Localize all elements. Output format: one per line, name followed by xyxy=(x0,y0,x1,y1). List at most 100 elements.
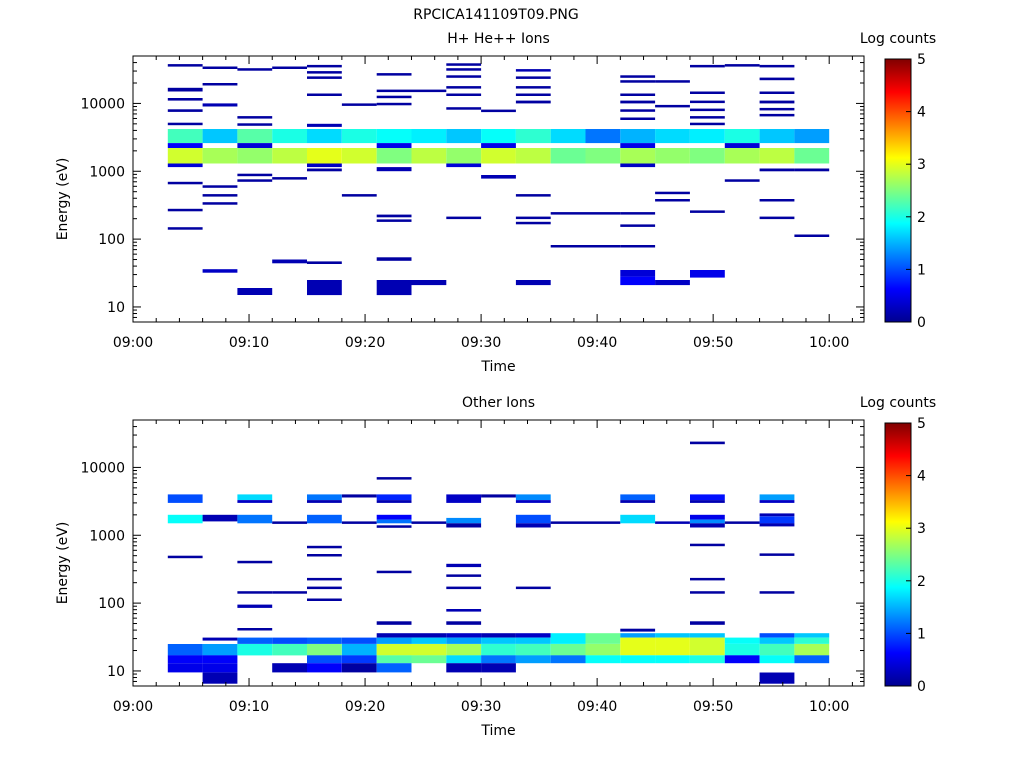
heatmap-cell xyxy=(307,129,342,144)
heatmap-cell xyxy=(307,644,342,656)
heatmap-cell xyxy=(690,543,725,547)
heatmap-cell xyxy=(341,521,377,524)
heatmap-cell xyxy=(515,221,551,225)
heatmap-cell xyxy=(759,637,795,644)
heatmap-cell xyxy=(446,163,482,168)
heatmap-cell xyxy=(202,637,238,641)
heatmap-cell xyxy=(515,100,551,104)
heatmap-cell xyxy=(515,633,551,638)
heatmap-cell xyxy=(515,655,551,664)
heatmap-cell xyxy=(620,129,656,144)
heatmap-cell xyxy=(724,521,760,524)
heatmap-cell xyxy=(202,269,238,273)
heatmap-cell xyxy=(376,148,412,164)
heatmap-cell xyxy=(620,628,656,632)
heatmap-cell xyxy=(167,143,203,148)
heatmap-cell xyxy=(550,245,586,248)
heatmap-cell xyxy=(585,521,621,524)
heatmap-cell xyxy=(620,109,656,112)
heatmap-cell xyxy=(515,523,551,528)
heatmap-cell xyxy=(272,66,307,69)
heatmap-cell xyxy=(759,91,795,94)
colorbar xyxy=(884,58,912,323)
heatmap-cell xyxy=(202,672,238,684)
heatmap-cells xyxy=(167,63,830,296)
x-tick-label: 09:00 xyxy=(113,699,153,715)
heatmap-cell xyxy=(237,591,273,594)
heatmap-cell xyxy=(307,93,342,96)
heatmap-cell xyxy=(307,71,342,74)
heatmap-cell xyxy=(272,521,307,524)
heatmap-cell xyxy=(446,633,482,638)
heatmap-cell xyxy=(237,514,273,524)
panel-title: Other Ions xyxy=(462,395,535,411)
heatmap-cell xyxy=(690,91,725,94)
heatmap-cell xyxy=(794,633,830,638)
heatmap-cell xyxy=(690,100,725,104)
heatmap-cell xyxy=(724,64,760,67)
heatmap-cell xyxy=(202,66,238,69)
heatmap-cell xyxy=(759,107,795,111)
heatmap-cell xyxy=(272,637,307,644)
heatmap-cell xyxy=(376,95,412,99)
heatmap-cell xyxy=(411,644,447,656)
heatmap-cell xyxy=(341,655,377,664)
heatmap-cell xyxy=(307,261,342,264)
colorbar-tick-label: 3 xyxy=(917,157,926,173)
heatmap-cell xyxy=(515,69,551,72)
x-axis-label: Time xyxy=(480,359,515,375)
heatmap-cell xyxy=(620,148,656,164)
colorbar-tick-label: 3 xyxy=(917,521,926,537)
heatmap-cell xyxy=(167,122,203,126)
heatmap-cell xyxy=(655,521,690,524)
heatmap-cell xyxy=(167,87,203,92)
heatmap-cell xyxy=(307,586,342,590)
heatmap-cell xyxy=(690,148,725,164)
heatmap-cell xyxy=(237,494,273,501)
heatmap-cell xyxy=(759,77,795,81)
x-tick-label: 09:20 xyxy=(345,335,385,351)
heatmap-cell xyxy=(481,633,516,638)
heatmap-cell xyxy=(272,663,307,673)
heatmap-cell xyxy=(515,148,551,164)
heatmap-cell xyxy=(376,621,412,625)
heatmap-cell xyxy=(620,80,656,83)
heatmap-cell xyxy=(515,86,551,89)
heatmap-cell xyxy=(237,288,273,295)
heatmap-cell xyxy=(167,163,203,168)
heatmap-cell xyxy=(202,202,238,205)
heatmap-cell xyxy=(237,644,273,656)
heatmap-cell xyxy=(167,227,203,230)
heatmap-cell xyxy=(724,179,760,182)
heatmap-cell xyxy=(272,148,307,164)
panel-title: H+ He++ Ions xyxy=(447,31,550,47)
heatmap-cell xyxy=(585,655,621,664)
heatmap-cell xyxy=(167,494,203,503)
y-axis-label: Energy (eV) xyxy=(55,522,71,605)
heatmap-cell xyxy=(237,68,273,71)
heatmap-cell xyxy=(307,148,342,164)
heatmap-cell xyxy=(759,553,795,556)
heatmap-cell xyxy=(655,148,690,164)
heatmap-cell xyxy=(272,591,307,594)
heatmap-cell xyxy=(620,212,656,215)
heatmap-cell xyxy=(376,500,412,503)
heatmap-cell xyxy=(307,123,342,127)
heatmap-cell xyxy=(167,514,203,524)
heatmap-cell xyxy=(690,122,725,126)
heatmap-cell xyxy=(759,513,795,517)
heatmap-cell xyxy=(620,637,656,656)
x-tick-label: 09:40 xyxy=(577,699,617,715)
heatmap-cell xyxy=(341,103,377,106)
heatmap-cell xyxy=(237,129,273,144)
heatmap-cell xyxy=(481,494,516,498)
heatmap-cell xyxy=(794,168,830,172)
heatmap-cell xyxy=(515,494,551,501)
heatmap-cell xyxy=(690,494,725,501)
heatmap-cell xyxy=(272,129,307,144)
heatmap-cell xyxy=(759,655,795,664)
colorbar xyxy=(884,422,912,687)
heatmap-cell xyxy=(167,663,203,673)
heatmap-cell xyxy=(550,655,586,664)
